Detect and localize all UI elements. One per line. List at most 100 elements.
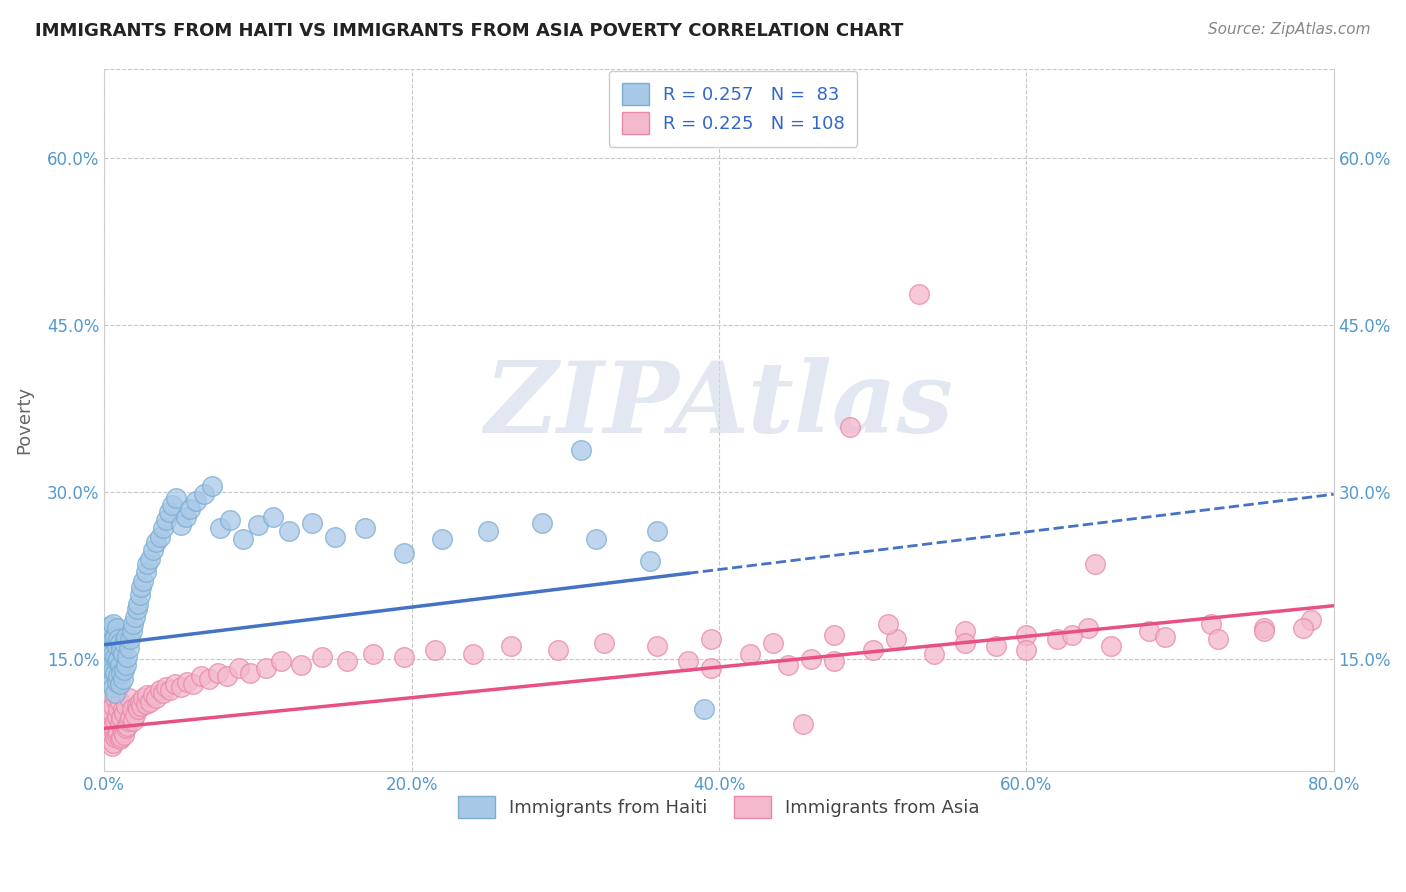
Point	[907, 286, 929, 301]
Text: Source: ZipAtlas.com: Source: ZipAtlas.com	[1208, 22, 1371, 37]
Point	[136, 688, 159, 702]
Point	[97, 641, 120, 656]
Point	[762, 635, 785, 649]
Point	[323, 530, 346, 544]
Text: IMMIGRANTS FROM HAITI VS IMMIGRANTS FROM ASIA POVERTY CORRELATION CHART: IMMIGRANTS FROM HAITI VS IMMIGRANTS FROM…	[35, 22, 904, 40]
Legend: Immigrants from Haiti, Immigrants from Asia: Immigrants from Haiti, Immigrants from A…	[451, 789, 987, 825]
Point	[159, 683, 181, 698]
Point	[128, 695, 150, 709]
Point	[647, 524, 669, 538]
Point	[877, 616, 900, 631]
Point	[232, 532, 254, 546]
Point	[107, 652, 129, 666]
Point	[103, 664, 125, 678]
Point	[103, 719, 125, 733]
Point	[112, 728, 135, 742]
Point	[148, 530, 170, 544]
Point	[120, 632, 142, 647]
Point	[136, 558, 159, 572]
Point	[148, 683, 170, 698]
Point	[823, 628, 845, 642]
Point	[131, 691, 153, 706]
Point	[792, 717, 814, 731]
Point	[239, 665, 262, 680]
Point	[170, 518, 193, 533]
Point	[142, 688, 165, 702]
Point	[862, 643, 884, 657]
Point	[122, 616, 145, 631]
Point	[101, 739, 124, 754]
Point	[1099, 639, 1122, 653]
Point	[884, 632, 907, 647]
Point	[953, 635, 976, 649]
Point	[105, 655, 128, 669]
Point	[104, 650, 127, 665]
Point	[105, 728, 128, 742]
Point	[190, 669, 212, 683]
Point	[101, 706, 124, 720]
Point	[163, 677, 186, 691]
Point	[262, 509, 284, 524]
Point	[700, 661, 723, 675]
Point	[354, 521, 377, 535]
Point	[166, 491, 188, 505]
Point	[170, 680, 193, 694]
Point	[127, 597, 149, 611]
Point	[585, 532, 607, 546]
Point	[124, 610, 146, 624]
Point	[112, 664, 135, 678]
Point	[423, 643, 446, 657]
Point	[183, 677, 205, 691]
Point	[107, 669, 129, 683]
Point	[186, 494, 208, 508]
Point	[117, 719, 139, 733]
Point	[107, 702, 129, 716]
Point	[114, 630, 136, 644]
Point	[676, 655, 699, 669]
Point	[129, 699, 152, 714]
Point	[103, 616, 125, 631]
Point	[392, 546, 415, 560]
Point	[100, 732, 122, 747]
Point	[984, 639, 1007, 653]
Point	[104, 731, 127, 745]
Point	[432, 532, 454, 546]
Point	[105, 639, 128, 653]
Point	[838, 420, 860, 434]
Point	[129, 580, 152, 594]
Point	[139, 552, 162, 566]
Point	[100, 714, 122, 728]
Point	[800, 652, 823, 666]
Point	[101, 722, 124, 736]
Point	[207, 665, 229, 680]
Point	[111, 673, 134, 687]
Point	[100, 664, 122, 678]
Point	[110, 710, 132, 724]
Point	[290, 657, 312, 672]
Point	[120, 710, 142, 724]
Point	[108, 695, 131, 709]
Point	[392, 650, 415, 665]
Point	[157, 505, 180, 519]
Point	[311, 650, 333, 665]
Text: ZIPAtlas: ZIPAtlas	[485, 358, 953, 454]
Point	[107, 632, 129, 647]
Point	[277, 524, 299, 538]
Point	[101, 641, 124, 656]
Point	[100, 635, 122, 649]
Point	[1046, 632, 1069, 647]
Point	[336, 655, 359, 669]
Point	[152, 686, 174, 700]
Point	[1292, 621, 1315, 635]
Point	[1015, 628, 1038, 642]
Point	[100, 619, 122, 633]
Point	[254, 661, 277, 675]
Point	[118, 641, 141, 656]
Point	[118, 691, 141, 706]
Point	[103, 736, 125, 750]
Point	[103, 632, 125, 647]
Point	[108, 732, 131, 747]
Point	[219, 513, 242, 527]
Point	[1253, 621, 1275, 635]
Point	[105, 688, 128, 702]
